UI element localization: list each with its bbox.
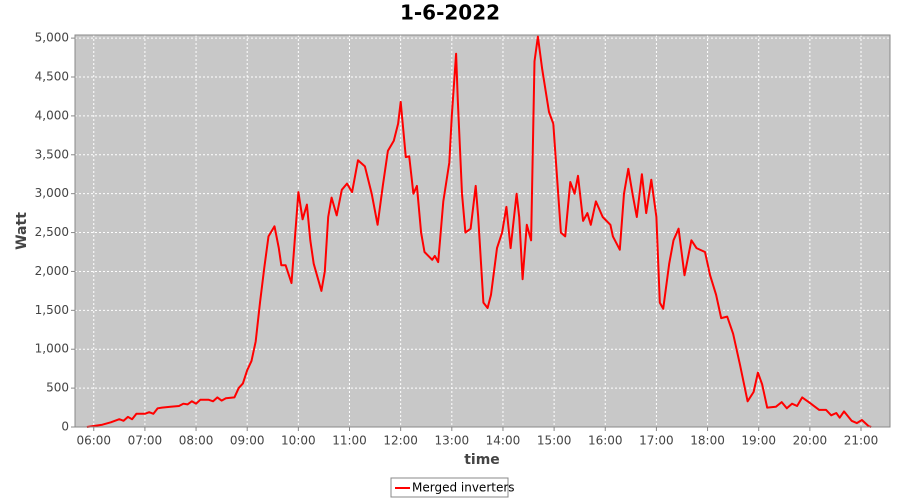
x-axis-label: time <box>464 452 500 468</box>
x-tick-label: 12:00 <box>383 434 418 448</box>
y-tick-label: 1,000 <box>35 342 69 356</box>
y-tick-label: 4,000 <box>35 108 69 122</box>
chart-title: 1-6-2022 <box>400 1 500 25</box>
x-tick-label: 08:00 <box>179 434 214 448</box>
y-tick-label: 0 <box>61 420 69 434</box>
legend-label: Merged inverters <box>412 481 515 495</box>
y-tick-label: 3,000 <box>35 186 69 200</box>
x-tick-label: 13:00 <box>435 434 470 448</box>
x-tick-label: 10:00 <box>281 434 316 448</box>
y-tick-label: 500 <box>46 381 69 395</box>
x-tick-label: 15:00 <box>537 434 572 448</box>
x-tick-label: 11:00 <box>332 434 367 448</box>
x-tick-label: 07:00 <box>128 434 163 448</box>
y-tick-label: 1,500 <box>35 303 69 317</box>
x-tick-label: 20:00 <box>793 434 828 448</box>
y-tick-label: 2,000 <box>35 264 69 278</box>
y-tick-label: 3,500 <box>35 147 69 161</box>
x-tick-label: 14:00 <box>486 434 521 448</box>
plot-border <box>74 34 891 428</box>
y-tick-label: 5,000 <box>35 31 69 45</box>
y-axis-label: Watt <box>14 212 30 250</box>
x-tick-label: 16:00 <box>588 434 623 448</box>
x-tick-label: 09:00 <box>230 434 265 448</box>
x-tick-label: 18:00 <box>690 434 725 448</box>
y-tick-label: 2,500 <box>35 225 69 239</box>
x-tick-label: 19:00 <box>741 434 776 448</box>
x-tick-label: 21:00 <box>844 434 879 448</box>
y-tick-label: 4,500 <box>35 70 69 84</box>
plot-area <box>75 35 890 427</box>
x-tick-label: 17:00 <box>639 434 674 448</box>
x-tick-label: 06:00 <box>76 434 111 448</box>
legend-box <box>390 477 509 498</box>
data-line <box>86 35 872 428</box>
